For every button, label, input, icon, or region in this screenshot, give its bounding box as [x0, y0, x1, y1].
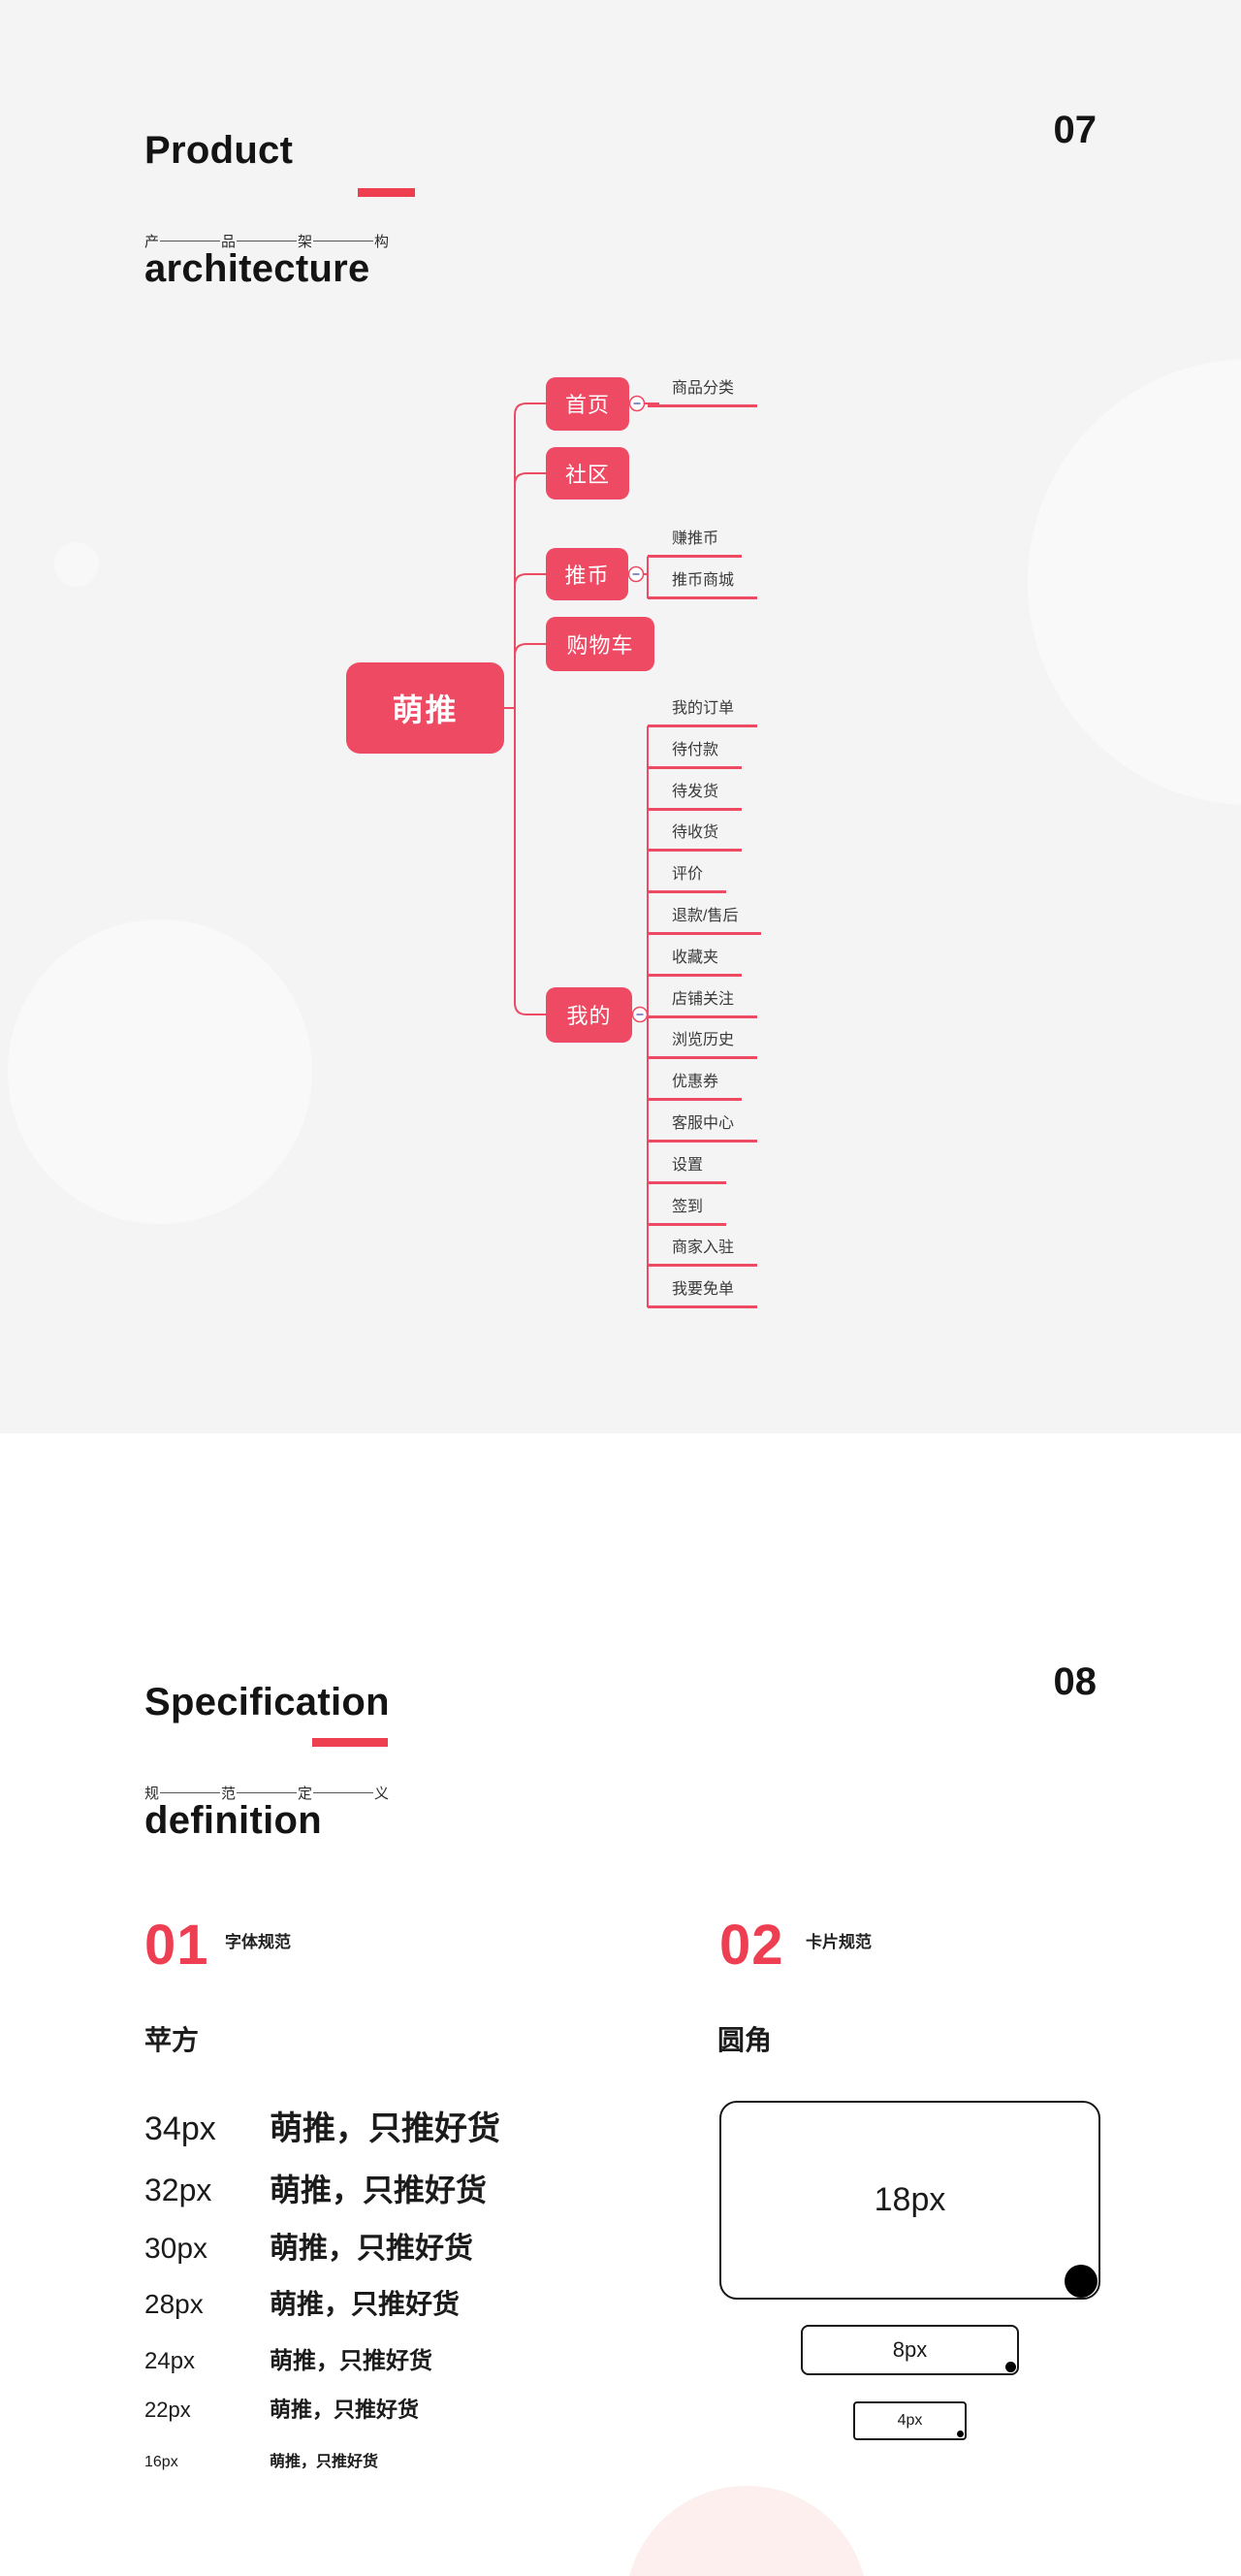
- font-size-row: 22px 萌推，只推好货: [144, 2393, 419, 2424]
- section-title-line2: definition: [144, 1798, 322, 1842]
- mindmap-leaf-item: 退款/售后: [648, 906, 762, 935]
- corner-radius-subtitle: 圆角: [717, 2025, 773, 2055]
- section-title: Product architecture: [144, 121, 370, 299]
- collapse-minus-icon: [628, 395, 646, 412]
- subtitle-dash: [237, 1792, 298, 1793]
- mindmap-leaf-item: 商家入驻: [648, 1238, 758, 1267]
- subtitle-dash: [237, 241, 298, 242]
- font-sample-text: 萌推，只推好货: [270, 2110, 500, 2147]
- subtitle-char: 规: [144, 1786, 160, 1802]
- font-spec-label: 字体规范: [225, 1933, 291, 1951]
- radius-sample-card-18px: 18px: [719, 2101, 1100, 2300]
- background-circle-decoration: [8, 919, 312, 1224]
- section-subtitle-zh: 规范定义: [144, 1783, 389, 1803]
- font-family-name: 苹方: [144, 2025, 200, 2055]
- section-subtitle-zh: 产品架构: [144, 231, 389, 251]
- font-sample-text: 萌推，只推好货: [270, 2348, 432, 2374]
- product-architecture-section: Product architecture 产 品 架 构 07 萌推 首页 商品分类社区推…: [0, 0, 1241, 1433]
- subtitle-char: 范: [221, 1786, 237, 1802]
- subtitle-char: 架: [298, 234, 313, 250]
- section-title-line1: Specification: [144, 1680, 390, 1723]
- mindmap-leaf-item: 优惠券: [648, 1072, 743, 1101]
- mindmap-leaf-item: 我的订单: [648, 698, 758, 727]
- subtitle-char: 品: [221, 234, 237, 250]
- corner-marker-dot: [1065, 2265, 1098, 2298]
- collapse-minus-icon: [631, 1006, 649, 1023]
- radius-label: 8px: [892, 2337, 928, 2362]
- mindmap-root-node: 萌推: [346, 662, 504, 754]
- mindmap-branch-node: 我的: [546, 986, 632, 1043]
- page-number: 07: [1053, 109, 1098, 151]
- font-size-row: 30px 萌推，只推好货: [144, 2224, 473, 2267]
- font-size-row: 16px 萌推，只推好货: [144, 2448, 378, 2471]
- subtitle-char: 构: [374, 234, 390, 250]
- font-sample-text: 萌推，只推好货: [270, 2173, 488, 2207]
- radius-sample-card-8px: 8px: [801, 2325, 1019, 2375]
- font-sample-text: 萌推，只推好货: [270, 2233, 473, 2265]
- collapse-minus-icon: [627, 565, 645, 583]
- title-strike-decoration: [358, 188, 415, 197]
- font-sample-text: 萌推，只推好货: [270, 2454, 379, 2470]
- font-sample-text: 萌推，只推好货: [270, 2289, 461, 2319]
- mindmap-leaf-item: 赚推币: [648, 529, 743, 558]
- page-number: 08: [1053, 1660, 1098, 1703]
- font-size-row: 32px 萌推，只推好货: [144, 2166, 487, 2210]
- font-size-value: 16px: [144, 2454, 178, 2470]
- background-blob-decoration: [625, 2486, 868, 2576]
- mindmap-leaf-item: 待付款: [648, 740, 743, 769]
- mindmap-leaf-item: 待收货: [648, 822, 743, 852]
- font-size-value: 22px: [144, 2398, 191, 2422]
- mindmap-leaf-item: 客服中心: [648, 1113, 758, 1143]
- subtitle-dash: [313, 1792, 374, 1793]
- mindmap-leaf-item: 收藏夹: [648, 948, 743, 977]
- font-size-value: 34px: [144, 2110, 216, 2147]
- font-size-row: 24px 萌推，只推好货: [144, 2341, 432, 2375]
- card-spec-number: 02: [719, 1914, 784, 1977]
- subtitle-dash: [160, 1792, 221, 1793]
- font-size-value: 32px: [144, 2173, 212, 2207]
- section-title-line1: Product: [144, 128, 294, 172]
- mindmap-leaf-item: 签到: [648, 1197, 727, 1226]
- font-size-row: 28px 萌推，只推好货: [144, 2283, 460, 2322]
- mindmap-branch-node: 首页: [546, 376, 629, 431]
- mindmap-leaf-item: 推币商城: [648, 570, 758, 599]
- mindmap-leaf-item: 设置: [648, 1155, 727, 1184]
- section-title-line2: architecture: [144, 246, 370, 290]
- font-sample-text: 萌推，只推好货: [270, 2398, 420, 2422]
- font-spec-number: 01: [144, 1914, 209, 1977]
- font-size-value: 30px: [144, 2233, 208, 2265]
- section-title: Specification definition: [144, 1673, 390, 1851]
- radius-sample-card-4px: 4px: [853, 2401, 967, 2440]
- card-spec-label: 卡片规范: [806, 1933, 872, 1951]
- subtitle-dash: [313, 241, 374, 242]
- background-circle-decoration: [54, 542, 99, 587]
- mindmap-leaf-item: 浏览历史: [648, 1030, 758, 1059]
- mindmap-leaf-item: 我要免单: [648, 1279, 758, 1308]
- title-strike-decoration: [312, 1738, 388, 1747]
- mindmap-leaf-item: 待发货: [648, 782, 743, 811]
- mindmap-branch-node: 社区: [546, 447, 629, 499]
- mindmap-branch-node: 购物车: [546, 617, 654, 671]
- subtitle-char: 产: [144, 234, 160, 250]
- corner-marker-dot: [957, 2431, 964, 2437]
- radius-label: 4px: [897, 2412, 923, 2429]
- subtitle-dash: [160, 241, 221, 242]
- font-size-row: 34px 萌推，只推好货: [144, 2102, 500, 2149]
- font-size-value: 24px: [144, 2348, 196, 2374]
- font-size-value: 28px: [144, 2289, 204, 2319]
- specification-definition-section: Specification definition 规 范 定 义 08 01 字体规范…: [0, 1433, 1241, 2576]
- mindmap-leaf-item: 评价: [648, 864, 727, 893]
- mindmap-branch-node: 推币: [546, 548, 628, 600]
- radius-label: 18px: [874, 2181, 946, 2218]
- product-mindmap: 萌推 首页 商品分类社区推币 赚推币推币商城购物车我的 我的订单待付款待发货待收货评价退…: [346, 376, 762, 1308]
- mindmap-leaf-item: 店铺关注: [648, 989, 758, 1018]
- subtitle-char: 定: [298, 1786, 313, 1802]
- subtitle-char: 义: [374, 1786, 390, 1802]
- corner-marker-dot: [1005, 2362, 1016, 2372]
- mindmap-leaf-item: 商品分类: [648, 378, 758, 407]
